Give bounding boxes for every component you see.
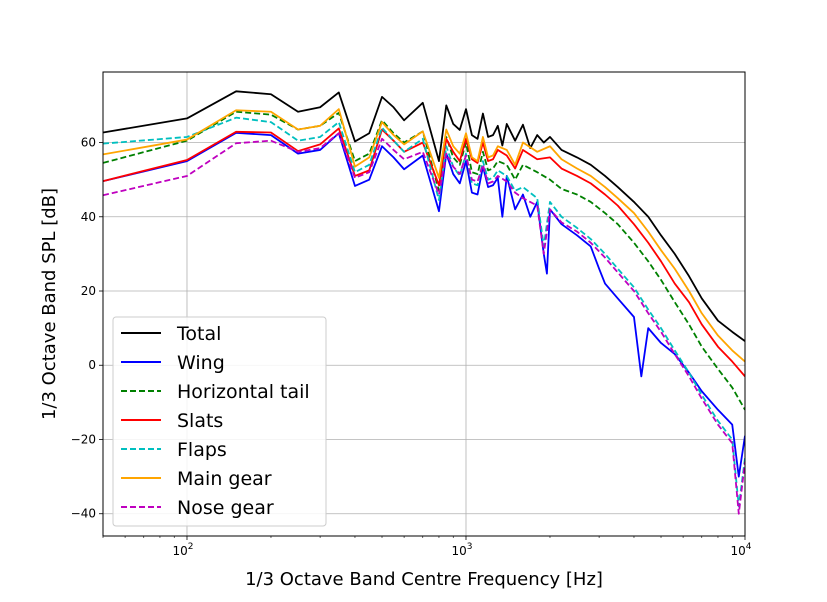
y-tick-label: −20	[71, 432, 96, 446]
y-tick-label: 60	[81, 136, 96, 150]
series-line-wing	[103, 131, 745, 478]
y-tick-label: 20	[81, 284, 96, 298]
series-line-flaps	[103, 116, 745, 508]
axis-ticks: 102 103 104 −40 −20 0 20 40 60	[71, 136, 752, 558]
series-lines	[103, 90, 745, 515]
series-line-main-gear	[103, 108, 745, 363]
legend-label: Total	[176, 323, 221, 345]
legend-label: Horizontal tail	[177, 381, 310, 403]
plot-frame	[102, 71, 746, 537]
legend-label: Slats	[177, 410, 223, 432]
series-line-horizontal-tail	[103, 110, 745, 411]
y-tick-label: 0	[88, 358, 96, 372]
y-tick-label: −40	[71, 507, 96, 521]
legend-label: Nose gear	[177, 497, 274, 519]
x-axis-label: 1/3 Octave Band Centre Frequency [Hz]	[245, 569, 603, 590]
series-line-total	[103, 90, 745, 342]
legend-label: Wing	[177, 352, 225, 374]
y-tick-label: 40	[81, 210, 96, 224]
x-tick-label: 103	[451, 542, 472, 558]
x-tick-label: 104	[730, 542, 751, 558]
series-line-nose-gear	[103, 132, 745, 515]
legend-label: Main gear	[177, 468, 272, 490]
legend-label: Flaps	[177, 439, 227, 461]
legend-box	[112, 316, 327, 527]
y-axis-label: 1/3 Octave Band SPL [dB]	[39, 188, 60, 420]
legend: Total Wing Horizontal tail Slats Flaps Main g…	[112, 316, 327, 527]
x-tick-label: 102	[172, 542, 193, 558]
